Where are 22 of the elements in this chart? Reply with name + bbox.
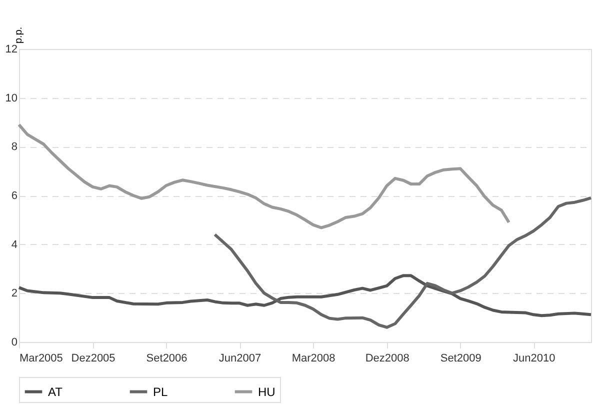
y-tick-label: 4 bbox=[11, 238, 18, 251]
legend-label: HU bbox=[258, 384, 276, 399]
legend-label: PL bbox=[153, 384, 168, 399]
y-tick-label: 2 bbox=[11, 288, 18, 300]
x-tick-label: Mar2008 bbox=[292, 352, 336, 364]
line-series bbox=[213, 196, 592, 329]
y-tick-label: 10 bbox=[5, 92, 18, 104]
x-tick-label: Set2006 bbox=[146, 352, 188, 364]
y-tick-label: 12 bbox=[5, 44, 18, 56]
line-series bbox=[18, 123, 510, 230]
legend-label: AT bbox=[48, 384, 64, 399]
x-tick-label: Dez2005 bbox=[71, 352, 116, 364]
x-tick-label: Dez2008 bbox=[365, 352, 410, 364]
y-tick-label: 8 bbox=[11, 141, 18, 154]
x-tick-label: Mar2005 bbox=[20, 352, 63, 364]
y-axis-title: p.p. bbox=[14, 26, 24, 44]
x-tick-label: Jun2007 bbox=[218, 352, 262, 364]
x-tick-label: Set2009 bbox=[440, 352, 482, 364]
x-tick-label: Jun2010 bbox=[512, 352, 556, 364]
line-series bbox=[18, 274, 592, 318]
y-tick-label: 0 bbox=[11, 336, 18, 348]
y-tick-label: 6 bbox=[11, 190, 18, 202]
